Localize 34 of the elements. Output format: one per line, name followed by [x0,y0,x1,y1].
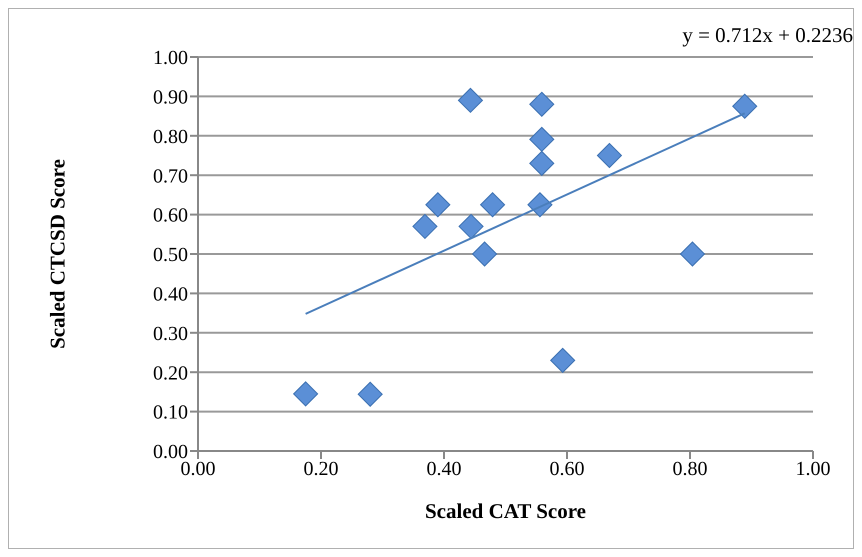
x-tick-label: 0.20 [304,458,338,480]
y-tick-label: 0.70 [153,165,188,188]
point [529,92,554,117]
x-tick-label: 0.80 [672,458,708,480]
point [550,348,576,373]
point [529,150,554,176]
point [358,382,383,407]
point [458,88,483,113]
y-tick-label: 0.80 [153,126,188,148]
y-tick-label: 1.00 [153,47,188,70]
x-tick-label: 0.40 [426,458,462,480]
point [293,381,318,406]
point [732,94,758,119]
point [425,192,450,218]
y-tick-label: 0.50 [153,244,188,266]
y-tick-label: 0.60 [153,204,188,227]
y-tick-label: 0.90 [153,86,188,108]
y-axis-title: Scaled CTCSD Score [45,159,70,349]
y-tick-label: 0.40 [153,284,188,306]
x-tick-label: 0.60 [550,458,584,480]
point [480,192,506,218]
x-tick-label: 0.00 [180,458,216,480]
point [458,214,484,239]
y-tick-label: 0.30 [153,322,188,345]
x-axis-title: Scaled CAT Score [425,499,586,523]
point [680,242,705,266]
x-tick-label: 1.00 [796,458,830,480]
y-tick-label: 0.20 [153,362,188,384]
point [529,126,554,152]
point [412,214,438,239]
point [472,242,498,266]
text: y = 0.712x + 0.2236 [682,23,853,48]
y-tick-label: 0.10 [153,402,188,424]
point [596,143,622,168]
